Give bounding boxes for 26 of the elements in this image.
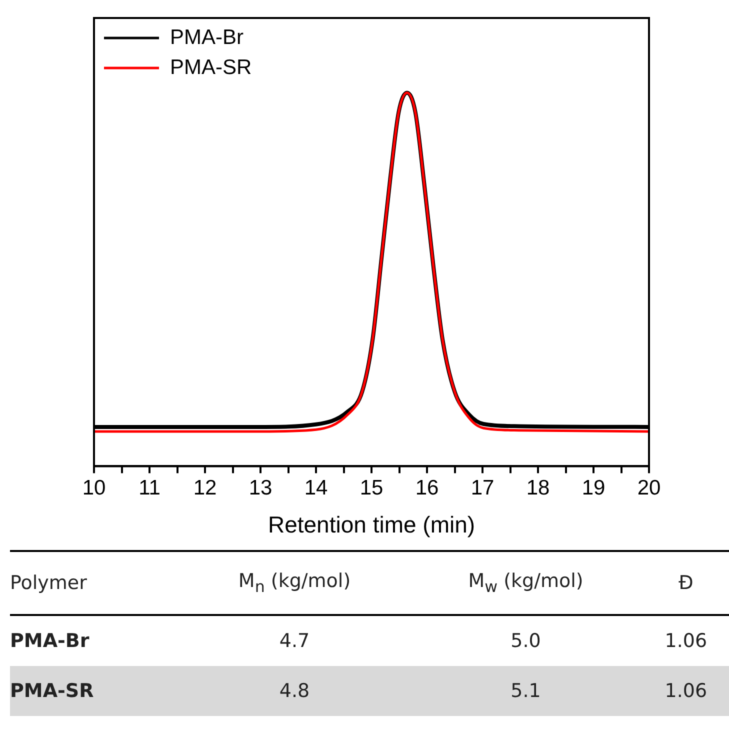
x-tick-label: 16 [415,476,439,500]
category-label: PMA-SR [10,680,94,702]
x-tick-label: 18 [526,476,550,500]
x-tick-label: 14 [304,476,328,500]
category-label: M$_{n}$ (kg/mol) [180,551,409,615]
legend-label: PMA-Br [170,26,244,49]
x-tick-label: 12 [193,476,217,500]
x-tick-label: 15 [360,476,384,500]
text: 1.06 [664,630,708,652]
category-label: Đ [642,551,729,615]
category-label: Polymer [10,551,180,615]
x-tick-label: 11 [138,476,160,500]
text: 1.06 [664,680,708,702]
x-tick-label: 10 [82,476,106,500]
x-tick-label: 17 [470,476,494,500]
category-label: M$_{w}$ (kg/mol) [408,551,643,615]
text: 4.7 [279,630,310,652]
text: 5.0 [510,630,541,652]
x-tick-label: 13 [248,476,272,500]
category-label: PMA-Br [10,630,90,652]
x-tick-label: 19 [582,476,606,500]
x-axis-title: Retention time (min) [268,512,476,538]
x-tick-label: 20 [637,476,661,500]
legend-label: PMA-SR [170,56,252,79]
text: 5.1 [510,680,541,702]
text: 4.8 [279,680,310,702]
